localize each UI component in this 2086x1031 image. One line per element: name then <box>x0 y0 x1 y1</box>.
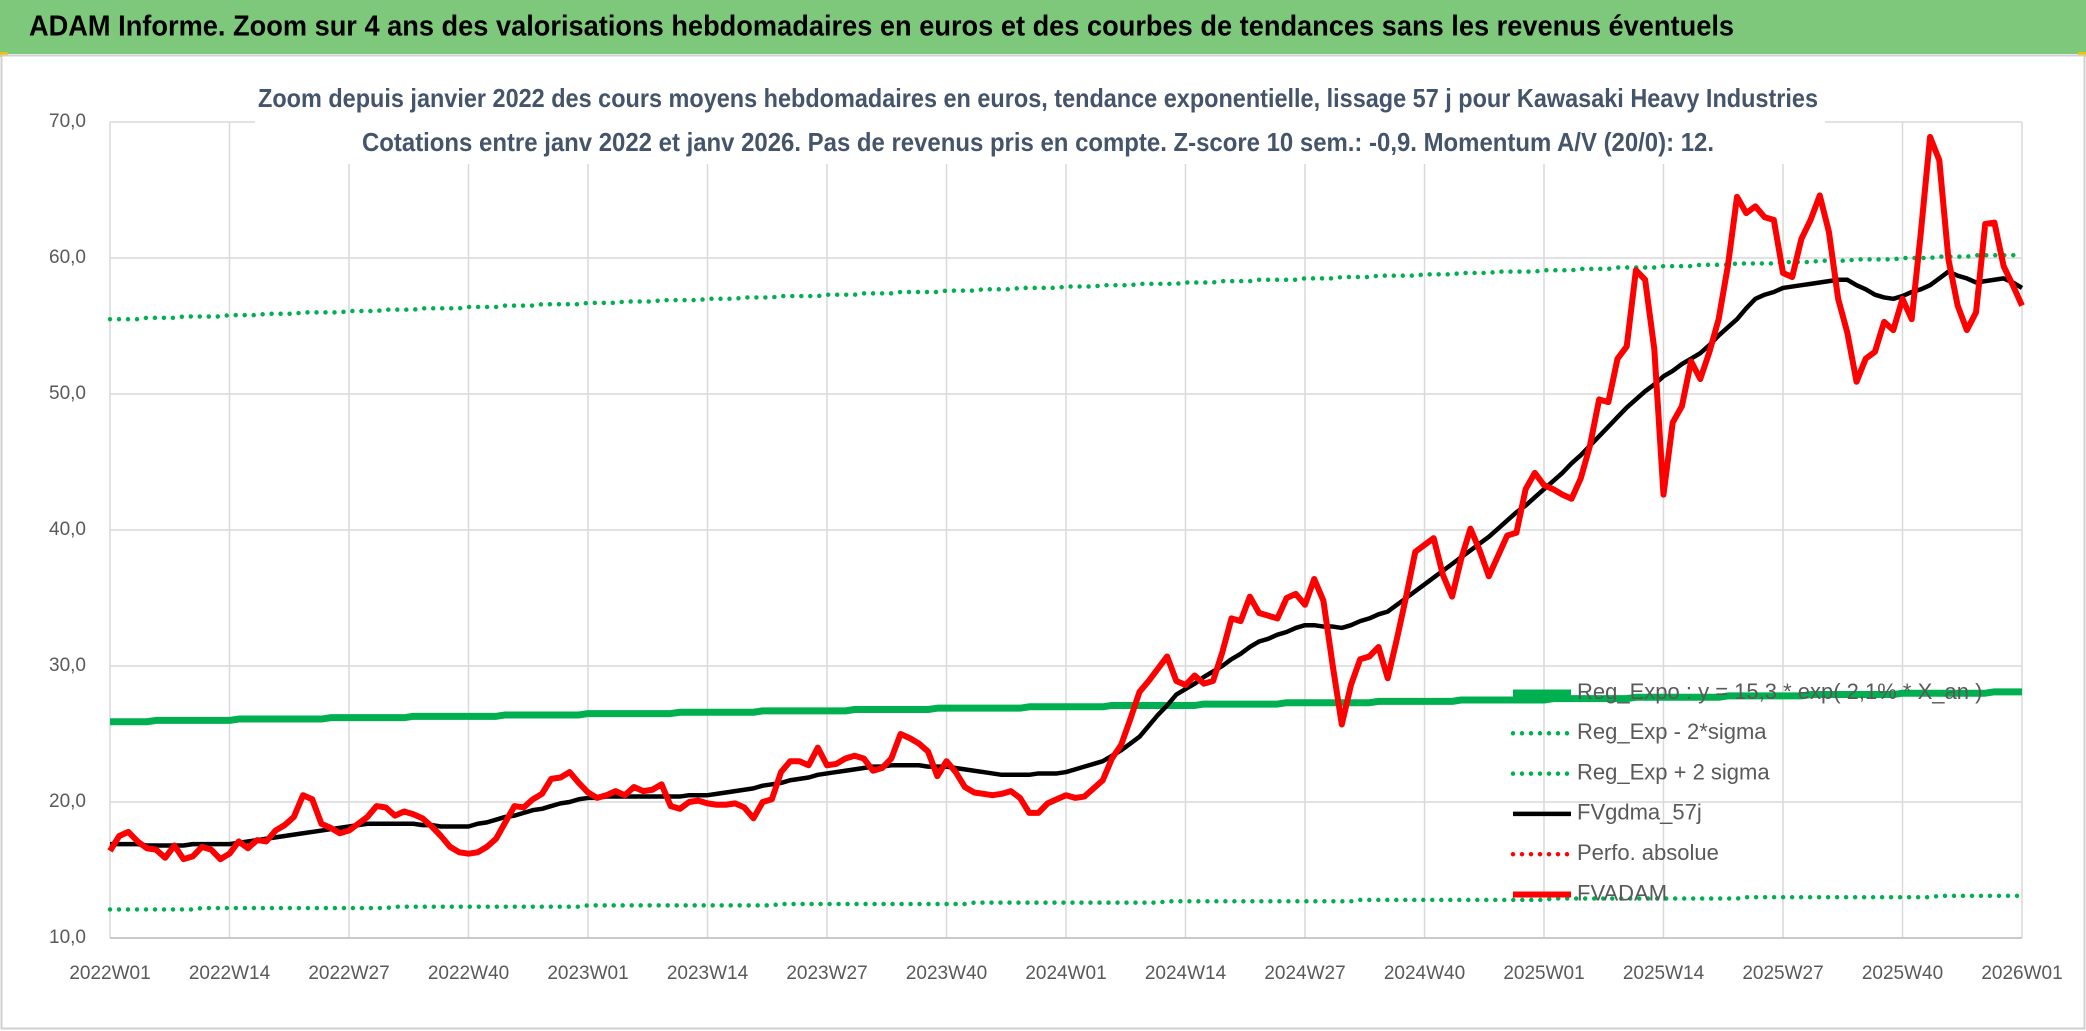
y-tick-label: 40,0 <box>49 519 86 540</box>
x-tick-label: 2026W01 <box>1981 963 2062 984</box>
x-tick-label: 2025W27 <box>1742 963 1823 984</box>
legend-label: Reg_Exp - 2*sigma <box>1577 719 1767 744</box>
x-tick-label: 2022W14 <box>189 963 271 984</box>
legend-label: Reg_Expo : y = 15,3 * exp( 2,1% * X_an ) <box>1577 679 1982 704</box>
chart-frame <box>0 54 2086 1030</box>
y-tick-label: 10,0 <box>49 927 86 948</box>
y-tick-label: 70,0 <box>49 111 86 132</box>
x-tick-label: 2023W01 <box>547 963 628 984</box>
x-tick-label: 2022W27 <box>308 963 389 984</box>
x-tick-label: 2025W01 <box>1503 963 1584 984</box>
legend-label: Perfo. absolue <box>1577 840 1719 865</box>
page-title: ADAM Informe. Zoom sur 4 ans des valoris… <box>29 11 1734 43</box>
x-tick-label: 2022W01 <box>69 963 150 984</box>
header-bar <box>0 0 2086 54</box>
y-tick-label: 30,0 <box>49 655 86 676</box>
series-line <box>110 688 2022 726</box>
x-tick-label: 2023W27 <box>786 963 867 984</box>
x-tick-label: 2025W14 <box>1623 963 1705 984</box>
y-tick-label: 50,0 <box>49 383 86 404</box>
x-tick-label: 2024W27 <box>1264 963 1345 984</box>
legend-label: FVADAM <box>1577 880 1667 905</box>
x-tick-label: 2025W40 <box>1862 963 1943 984</box>
x-tick-label: 2022W40 <box>428 963 509 984</box>
y-tick-label: 60,0 <box>49 247 86 268</box>
y-tick-label: 20,0 <box>49 791 86 812</box>
x-tick-label: 2024W40 <box>1384 963 1465 984</box>
legend-label: Reg_Exp + 2 sigma <box>1577 759 1770 784</box>
chart-subtitle: Cotations entre janv 2022 et janv 2026. … <box>362 127 1714 157</box>
series-line <box>107 133 2025 863</box>
plot <box>107 133 2025 912</box>
chart-title: Zoom depuis janvier 2022 des cours moyen… <box>258 83 1818 113</box>
x-tick-label: 2023W14 <box>667 963 749 984</box>
series-line <box>107 893 2025 912</box>
title-background <box>255 78 1825 164</box>
x-tick-label: 2023W40 <box>906 963 987 984</box>
legend-label: FVgdma_57j <box>1577 800 1702 825</box>
x-tick-label: 2024W01 <box>1025 963 1106 984</box>
x-tick-label: 2024W14 <box>1145 963 1227 984</box>
legend: Reg_Expo : y = 15,3 * exp( 2,1% * X_an )… <box>1510 679 1982 905</box>
